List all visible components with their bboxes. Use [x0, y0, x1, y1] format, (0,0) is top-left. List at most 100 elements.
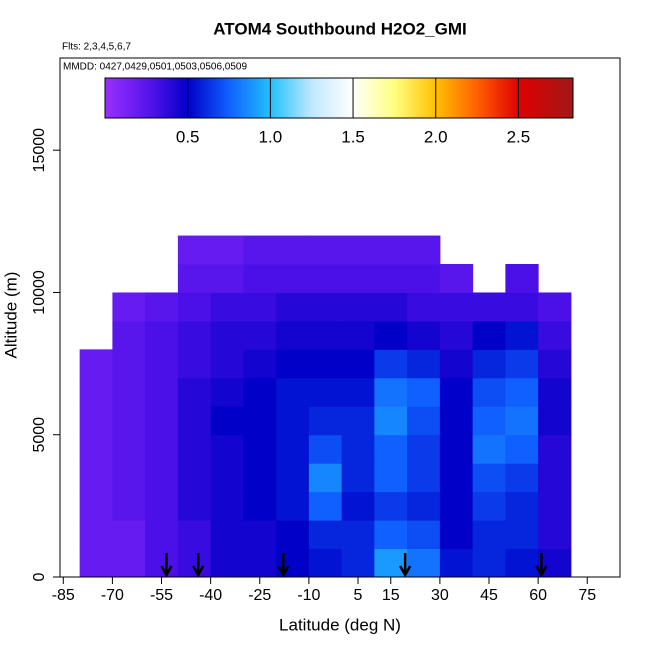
heat-cell — [276, 349, 310, 379]
heat-cell — [505, 463, 539, 493]
heat-cell — [79, 406, 113, 436]
heat-cell — [243, 292, 277, 322]
heat-cell — [374, 264, 408, 293]
heat-cell — [210, 235, 244, 265]
heat-cell — [374, 491, 408, 521]
heat-cell — [407, 264, 441, 293]
heat-cell — [112, 548, 146, 578]
heat-cell — [308, 434, 343, 464]
heat-cell — [177, 548, 212, 578]
heat-cell — [79, 491, 113, 521]
heat-cell — [210, 491, 244, 521]
heat-cell — [505, 491, 539, 521]
heat-cell — [243, 349, 277, 379]
heat-cell — [243, 463, 277, 493]
y-tick-label: 5000 — [31, 417, 48, 453]
heat-cell — [341, 548, 375, 578]
heat-cell — [505, 520, 539, 550]
heat-cell — [145, 520, 179, 550]
heat-cell — [177, 349, 212, 379]
heat-cell — [79, 377, 113, 407]
colorbar-tick-label: 2.5 — [507, 127, 531, 146]
heat-cell — [439, 320, 474, 350]
heat-cell — [145, 463, 179, 493]
heat-cell — [439, 491, 474, 521]
heat-cell — [407, 463, 441, 493]
heat-cell — [341, 434, 375, 464]
heat-cell — [177, 520, 212, 550]
heat-cell — [276, 491, 310, 521]
heat-cell — [276, 264, 310, 293]
heat-cell — [79, 349, 113, 379]
heat-cell — [538, 520, 572, 550]
chart-title: ATOM4 Southbound H2O2_GMI — [213, 19, 466, 38]
heat-cell — [538, 320, 572, 350]
colorbar-tick-label: 2.0 — [424, 127, 448, 146]
heat-cell — [374, 377, 408, 407]
heat-cell — [439, 548, 474, 578]
heat-cell — [308, 491, 343, 521]
x-tick-label: 15 — [382, 587, 400, 604]
y-axis-label: Altitude (m) — [1, 272, 20, 359]
heat-cell — [177, 320, 212, 350]
heat-cell — [505, 377, 539, 407]
heat-cell — [407, 434, 441, 464]
flight-arrow — [399, 553, 412, 578]
heat-cell — [112, 349, 146, 379]
heat-cell — [308, 377, 343, 407]
heat-cell — [210, 434, 244, 464]
heat-cell — [112, 292, 146, 322]
heat-cell — [276, 520, 310, 550]
heat-cell — [79, 520, 113, 550]
heat-cell — [472, 491, 506, 521]
annotation: MMDD: 0427,0429,0501,0503,0506,0509 — [63, 62, 247, 73]
heat-cell — [538, 434, 572, 464]
heat-cell — [145, 377, 179, 407]
flight-arrow — [192, 553, 205, 578]
heat-cell — [472, 548, 506, 578]
heat-cell — [505, 349, 539, 379]
heat-cell — [112, 520, 146, 550]
heat-cell — [439, 377, 474, 407]
heat-cell — [112, 434, 146, 464]
subtitle: Flts: 2,3,4,5,6,7 — [62, 42, 131, 53]
heat-cell — [79, 548, 113, 578]
heat-cell — [243, 491, 277, 521]
heat-cell — [112, 491, 146, 521]
colorbar-tick-label: 1.0 — [259, 127, 283, 146]
heat-cell — [210, 406, 244, 436]
heat-cell — [210, 320, 244, 350]
heat-cell — [276, 320, 310, 350]
heat-cell — [210, 548, 244, 578]
heat-cell — [505, 406, 539, 436]
heat-cell — [243, 548, 277, 578]
x-axis-label: Latitude (deg N) — [279, 615, 401, 634]
heat-cell — [276, 377, 310, 407]
heat-cell — [308, 463, 343, 493]
heat-cell — [243, 406, 277, 436]
heat-cell — [308, 520, 343, 550]
heat-cell — [374, 520, 408, 550]
heat-cell — [374, 292, 408, 322]
heat-cell — [374, 434, 408, 464]
heat-cell — [243, 320, 277, 350]
heat-cell — [210, 377, 244, 407]
heat-cell — [407, 320, 441, 350]
heat-cell — [472, 520, 506, 550]
heat-cell — [112, 320, 146, 350]
heat-cell — [472, 434, 506, 464]
heat-cell — [145, 320, 179, 350]
heat-cell — [243, 235, 277, 265]
heat-cell — [407, 548, 441, 578]
heat-cell — [308, 264, 343, 293]
heat-cell — [276, 292, 310, 322]
heat-cell — [243, 264, 277, 293]
heat-cell — [439, 264, 474, 293]
heat-cell — [210, 349, 244, 379]
heat-cell — [145, 406, 179, 436]
heat-cell — [177, 377, 212, 407]
heat-cell — [472, 406, 506, 436]
heat-cell — [374, 548, 408, 578]
heat-cell — [308, 548, 343, 578]
heat-cell — [407, 292, 441, 322]
